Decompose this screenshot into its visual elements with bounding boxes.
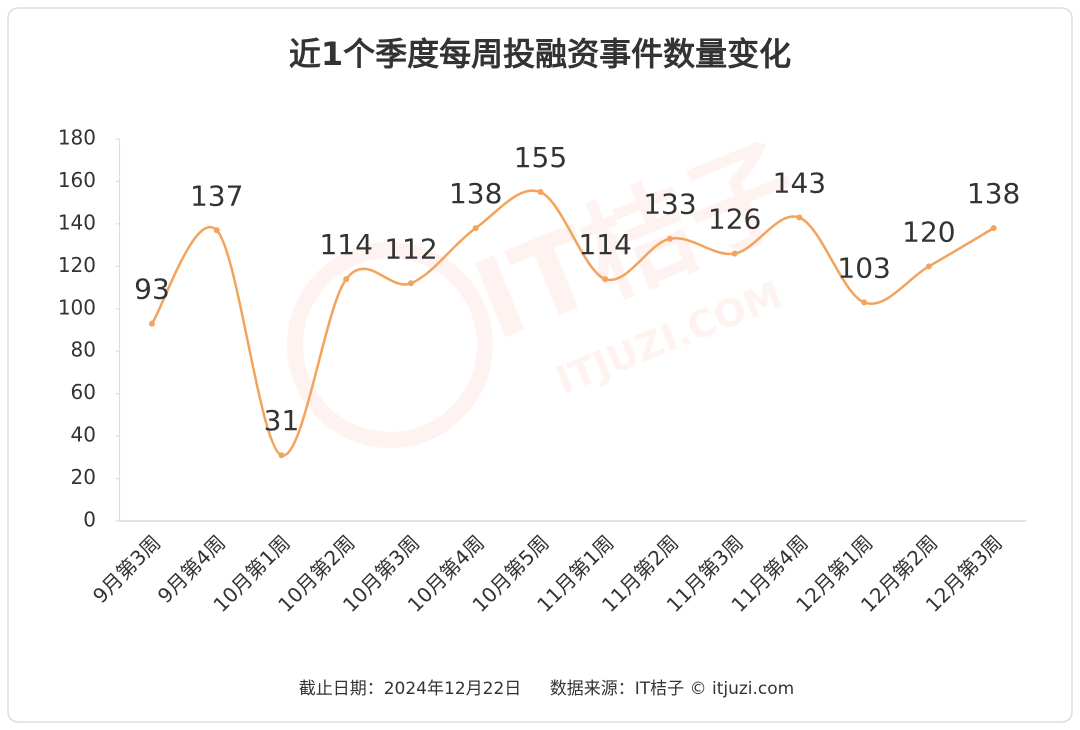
data-label: 120: [902, 215, 955, 248]
point: [861, 299, 868, 306]
y-tick-label: 20: [71, 465, 96, 489]
footer-date: 截止日期：2024年12月22日: [299, 679, 522, 699]
y-tick-label: 80: [71, 338, 96, 362]
point: [407, 280, 414, 287]
y-tick-label: 40: [71, 423, 96, 447]
data-label: 143: [773, 167, 826, 200]
data-label: 138: [449, 177, 502, 210]
chart-title: 近1个季度每周投融资事件数量变化: [289, 35, 791, 73]
data-label: 31: [264, 404, 300, 437]
point: [278, 452, 285, 459]
y-tick-label: 140: [58, 210, 96, 234]
footer-source: 数据来源：IT桔子 © itjuzi.com: [550, 679, 794, 699]
data-label: 114: [578, 228, 631, 261]
data-label: 138: [967, 177, 1020, 210]
point: [925, 263, 932, 270]
data-label: 93: [134, 273, 170, 306]
y-tick-label: 0: [83, 508, 96, 532]
y-tick-label: 160: [58, 168, 96, 192]
y-tick-label: 100: [58, 295, 96, 319]
data-label: 133: [643, 188, 696, 221]
point: [731, 250, 738, 257]
point: [666, 235, 673, 242]
data-label: 155: [514, 141, 567, 174]
point: [343, 276, 350, 283]
data-label: 103: [837, 251, 890, 284]
card: [7, 7, 1073, 723]
point: [472, 225, 479, 232]
point: [213, 227, 220, 234]
point: [602, 276, 609, 283]
data-label: 112: [384, 232, 437, 265]
point: [796, 214, 803, 221]
y-tick-label: 120: [58, 253, 96, 277]
point: [537, 189, 544, 196]
y-tick-label: 180: [58, 126, 96, 150]
data-label: 126: [708, 203, 761, 236]
data-label: 114: [319, 228, 372, 261]
point: [148, 320, 155, 327]
point: [990, 225, 997, 232]
data-label: 137: [190, 179, 243, 212]
y-tick-label: 60: [71, 380, 96, 404]
line: [150, 189, 995, 457]
watermark-logo: [287, 242, 493, 448]
